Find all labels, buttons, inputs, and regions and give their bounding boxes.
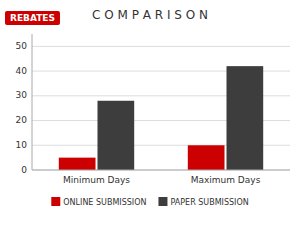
legend-swatch: [158, 197, 167, 206]
bar: [227, 66, 264, 170]
title: C O M P A R I S O N: [92, 8, 208, 22]
grid-line: [32, 170, 290, 171]
bar: [188, 145, 225, 170]
bar: [98, 101, 135, 170]
bar: [59, 158, 96, 170]
annotation-box: [5, 11, 60, 25]
y-tick-label: 30: [16, 90, 28, 100]
x-axis-line: [32, 170, 290, 171]
y-tick-label: 50: [16, 41, 28, 51]
y-axis-line: [32, 34, 33, 170]
x-tick-label: Minimum Days: [63, 175, 130, 185]
y-tick-label: 10: [16, 140, 28, 150]
annotation: REBATES: [10, 13, 55, 23]
y-tick-label: 40: [16, 66, 28, 76]
chart: C O M P A R I S O N REBATES 0 10 20 30 40 50 Min…: [0, 0, 300, 225]
legend-label: ONLINE SUBMISSION: [63, 198, 146, 207]
legend-label: PAPER SUBMISSION: [170, 198, 248, 207]
legend-swatch: [51, 197, 60, 206]
bars: [59, 66, 263, 170]
y-tick-label: 20: [16, 115, 28, 125]
y-tick-label: 0: [21, 165, 27, 175]
grid-line: [32, 46, 290, 47]
legend: ONLINE SUBMISSION PAPER SUBMISSION: [51, 197, 248, 207]
grid: [32, 46, 290, 170]
annotation-badge: REBATES: [5, 11, 60, 25]
x-tick-label: Maximum Days: [191, 175, 261, 185]
